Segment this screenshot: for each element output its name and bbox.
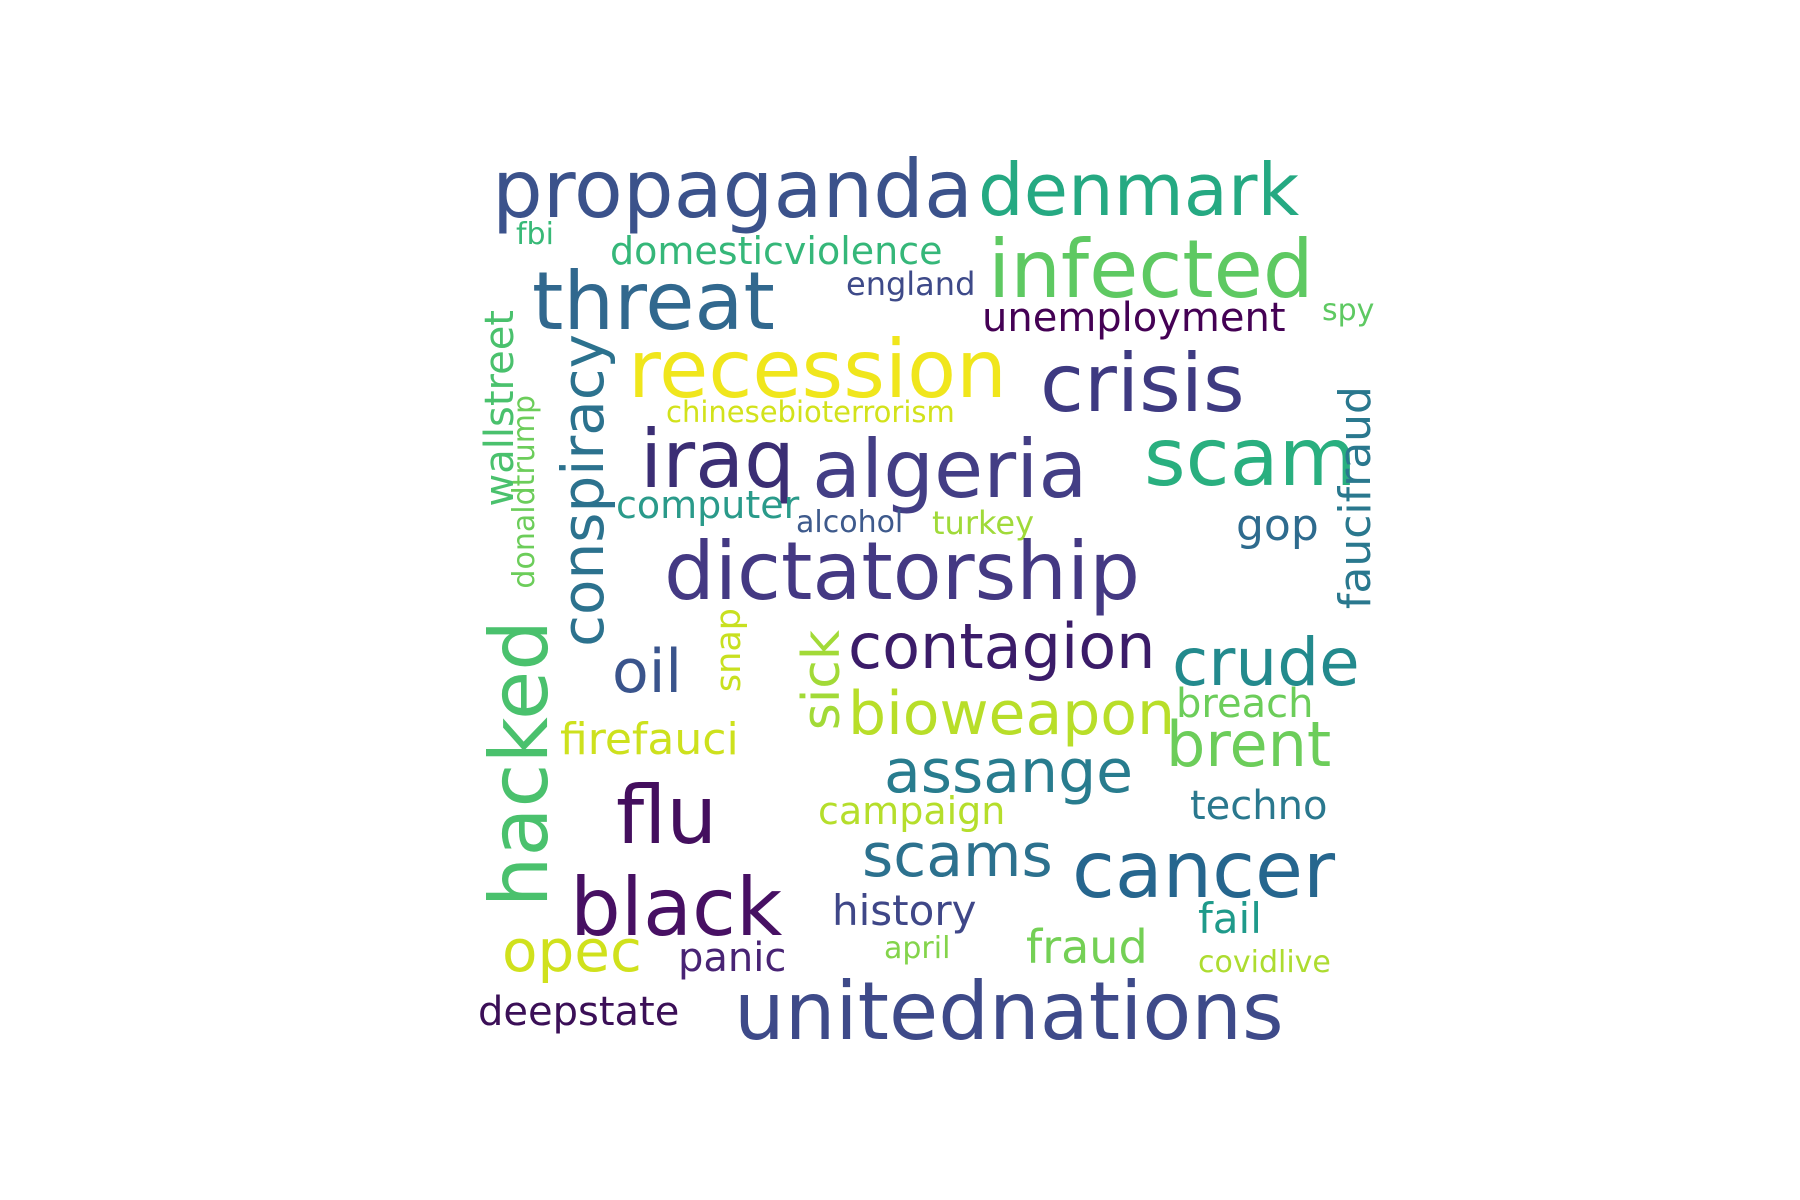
word-turkey: turkey [932, 504, 1034, 542]
word-covidlive: covidlive [1198, 945, 1331, 980]
word-unitednations: unitednations [734, 965, 1284, 1058]
word-dictatorship: dictatorship [664, 525, 1140, 618]
word-infected: infected [988, 223, 1314, 316]
word-bioweapon: bioweapon [848, 679, 1176, 749]
word-panic: panic [678, 935, 787, 981]
word-oil: oil [612, 637, 683, 707]
word-scams: scams [862, 821, 1053, 891]
word-iraq: iraq [640, 413, 795, 506]
word-scam: scam [1144, 411, 1357, 504]
word-contagion: contagion [848, 610, 1156, 683]
word-april: april [884, 931, 951, 966]
word-england: england [846, 265, 976, 303]
word-hacked: hacked [473, 620, 566, 908]
word-firefauci: firefauci [560, 714, 739, 765]
word-cancer: cancer [1072, 826, 1336, 916]
word-recession: recession [628, 323, 1007, 416]
word-deepstate: deepstate [478, 989, 680, 1035]
word-chinesebioterrorism: chinesebioterrorism [666, 395, 955, 429]
word-computer: computer [616, 483, 800, 527]
word-crude: crude [1172, 624, 1360, 701]
word-techno: techno [1190, 783, 1328, 829]
word-denmark: denmark [978, 148, 1300, 232]
word-algeria: algeria [812, 423, 1088, 516]
word-propaganda: propaganda [492, 143, 973, 236]
word-black: black [570, 861, 783, 954]
word-sick: sick [792, 630, 852, 731]
word-fbi: fbi [516, 217, 554, 252]
word-flu: flu [616, 769, 718, 862]
word-threat: threat [532, 255, 775, 348]
word-conspiracy: conspiracy [549, 334, 617, 647]
word-history: history [832, 886, 977, 935]
word-gop: gop [1236, 500, 1319, 551]
word-donaldtrump: donaldtrump [507, 395, 542, 589]
word-campaign: campaign [818, 789, 1006, 833]
word-breach: breach [1176, 681, 1314, 727]
word-fail: fail [1198, 894, 1262, 943]
word-crisis: crisis [1040, 337, 1245, 430]
word-unemployment: unemployment [982, 295, 1286, 341]
word-brent: brent [1166, 708, 1332, 781]
word-assange: assange [884, 737, 1134, 807]
word-faucifraud: faucifraud [1330, 386, 1381, 610]
word-alcohol: alcohol [796, 505, 904, 540]
word-domesticviolence: domesticviolence [610, 229, 943, 273]
word-fraud: fraud [1026, 920, 1148, 974]
word-opec: opec [502, 917, 642, 985]
word-snap: snap [709, 608, 749, 693]
word-spy: spy [1322, 293, 1375, 328]
